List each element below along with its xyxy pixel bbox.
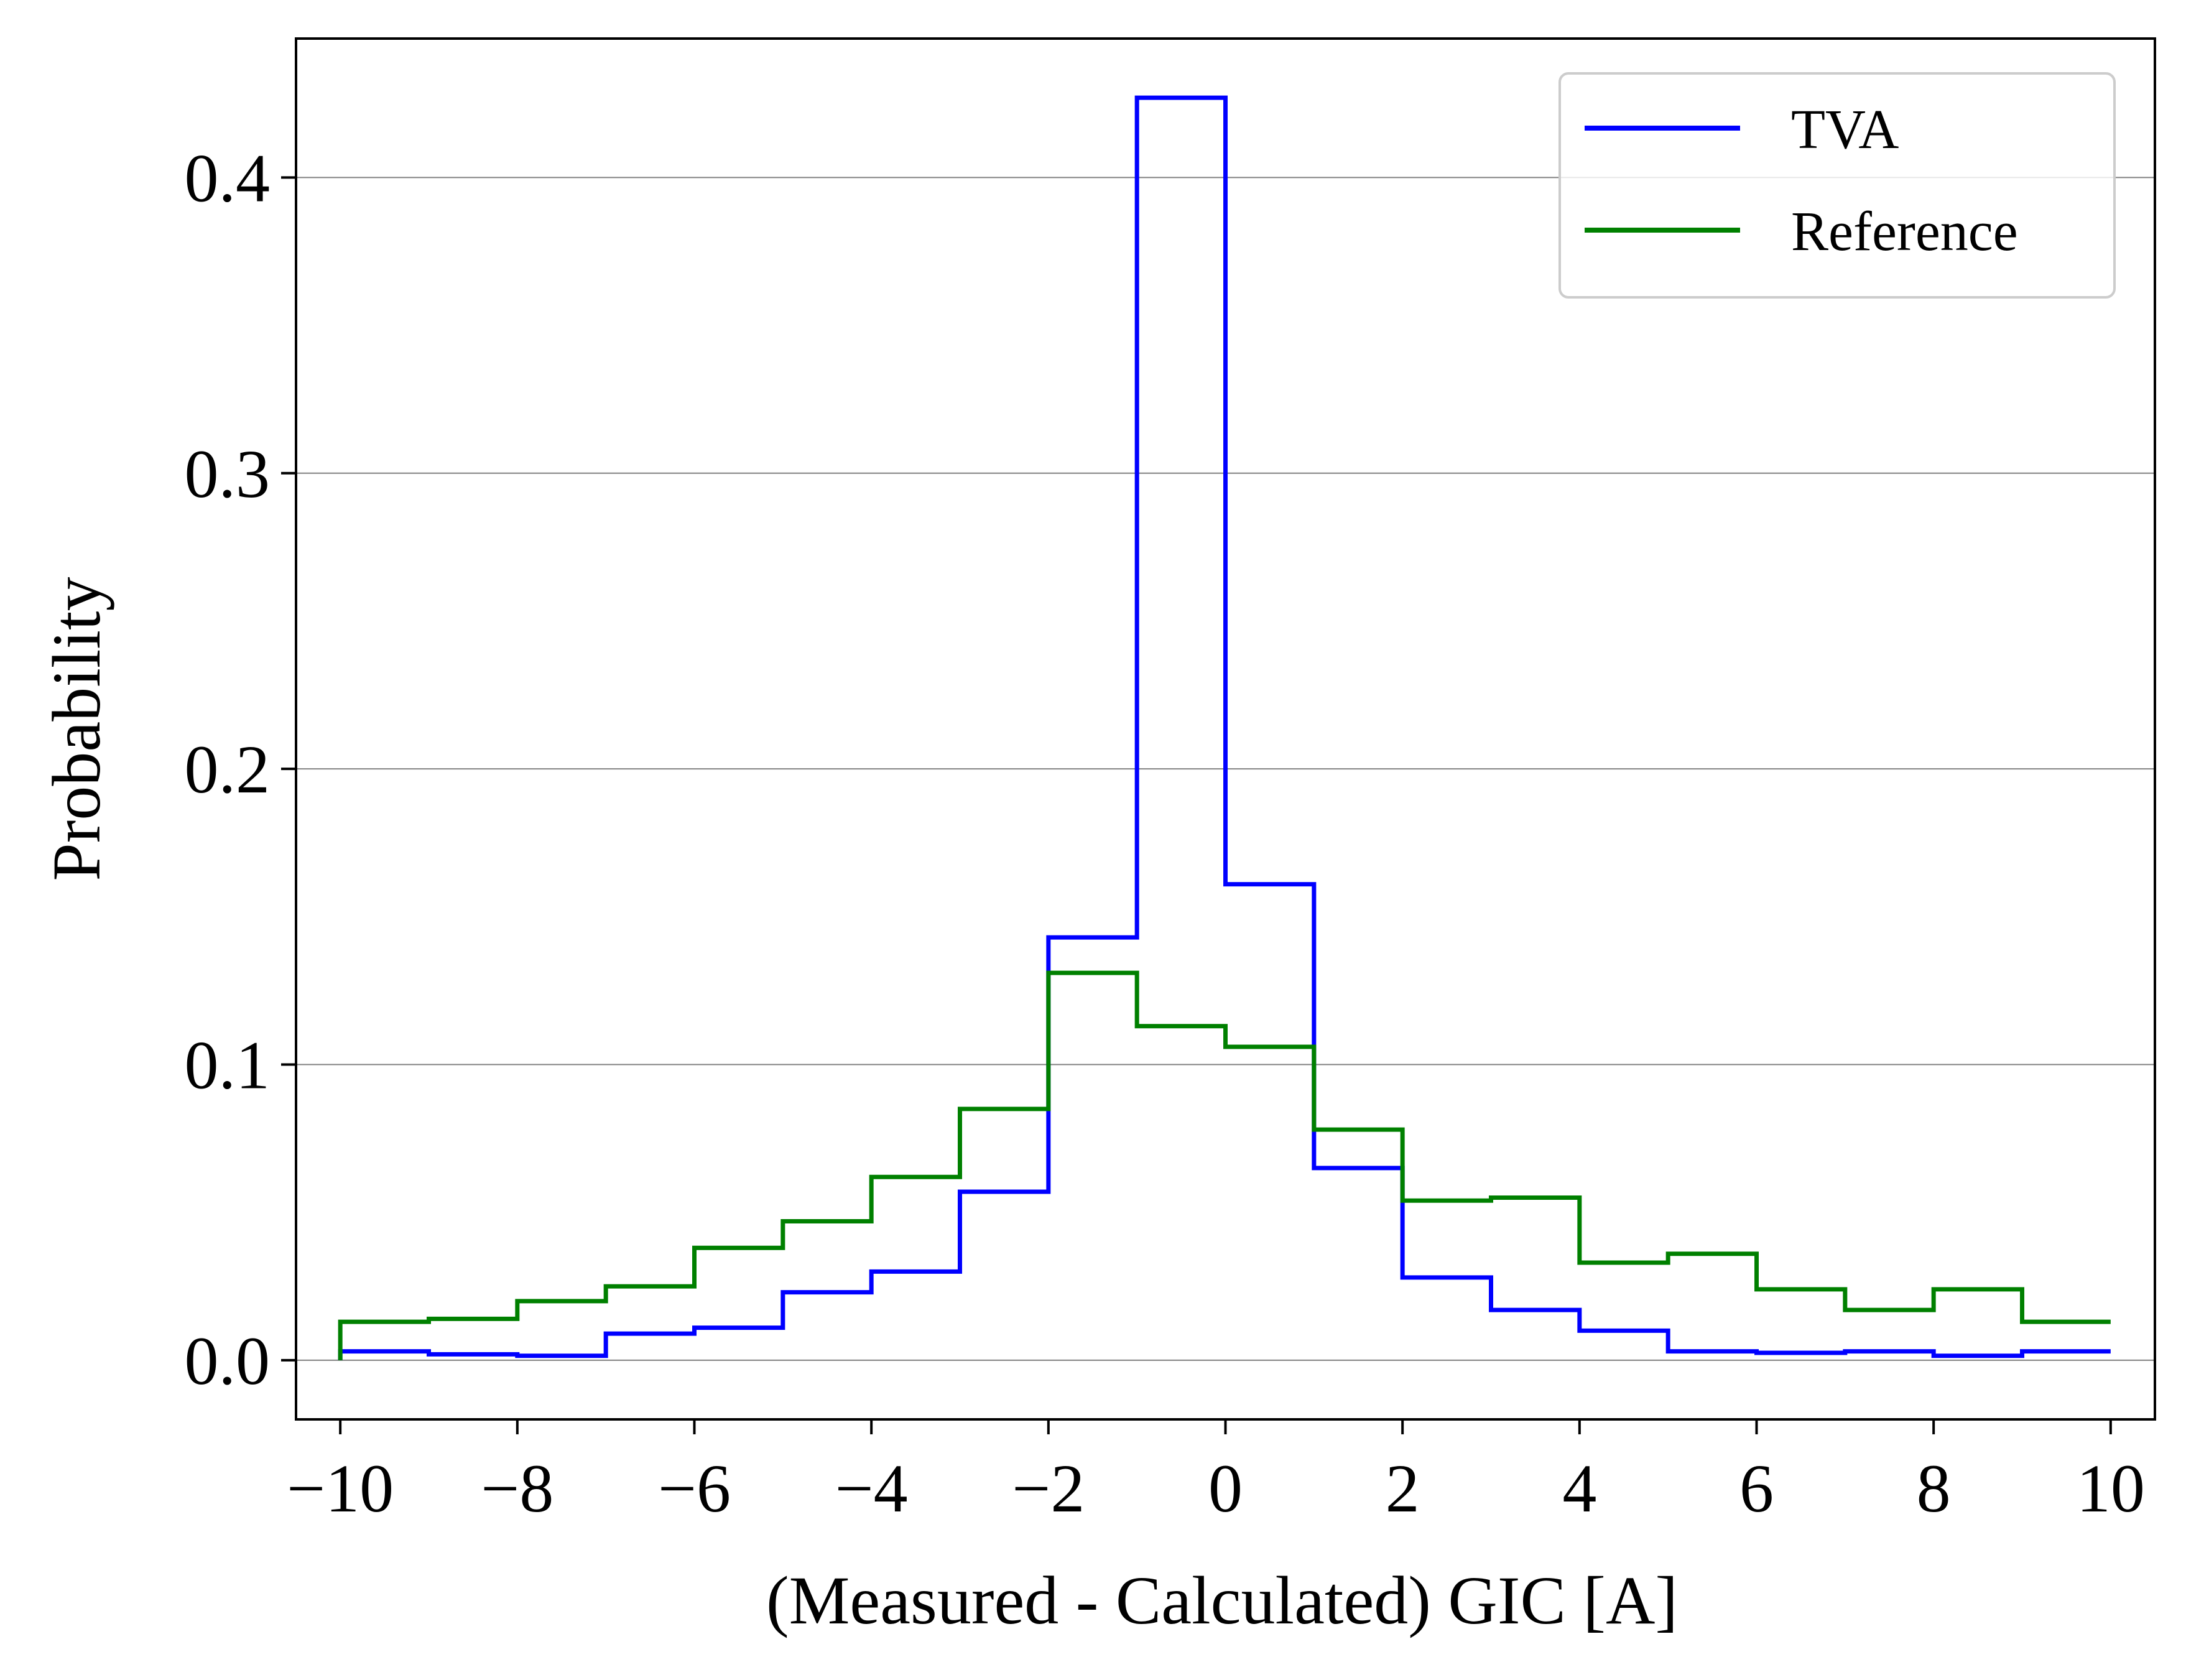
y-tick-label-2: 0.2	[185, 731, 271, 807]
series-line-reference	[338, 970, 2111, 1360]
legend-label-reference: Reference	[1791, 201, 2018, 262]
legend: TVA Reference	[1558, 72, 2116, 299]
x-tick-label-9: 8	[1917, 1450, 1951, 1526]
x-axis-ticks: −10 −8 −6 −4 −2 0 2 4 6 8 10	[287, 1419, 2145, 1526]
x-tick-label-5: 0	[1208, 1450, 1243, 1526]
y-tick-label-3: 0.3	[185, 436, 271, 512]
y-tick-label-0: 0.0	[185, 1323, 271, 1399]
x-tick-label-7: 4	[1562, 1450, 1596, 1526]
y-axis-title: Probability	[39, 577, 114, 881]
legend-label-tva: TVA	[1791, 99, 1899, 160]
x-tick-label-10: 10	[2077, 1450, 2145, 1526]
y-axis-ticks: 0.0 0.1 0.2 0.3 0.4	[185, 140, 296, 1399]
x-tick-label-2: −6	[658, 1450, 731, 1526]
x-tick-label-1: −8	[481, 1450, 553, 1526]
y-tick-label-1: 0.1	[185, 1028, 271, 1103]
x-tick-label-8: 6	[1739, 1450, 1774, 1526]
x-tick-label-0: −10	[287, 1450, 394, 1526]
series-layer	[338, 95, 2111, 1360]
x-axis-title: (Measured - Calculated) GIC [A]	[766, 1562, 1678, 1638]
x-tick-label-6: 2	[1386, 1450, 1420, 1526]
x-tick-label-4: −2	[1012, 1450, 1085, 1526]
y-tick-label-4: 0.4	[185, 140, 271, 216]
series-line-tva	[338, 95, 2111, 1360]
x-tick-label-3: −4	[835, 1450, 908, 1526]
